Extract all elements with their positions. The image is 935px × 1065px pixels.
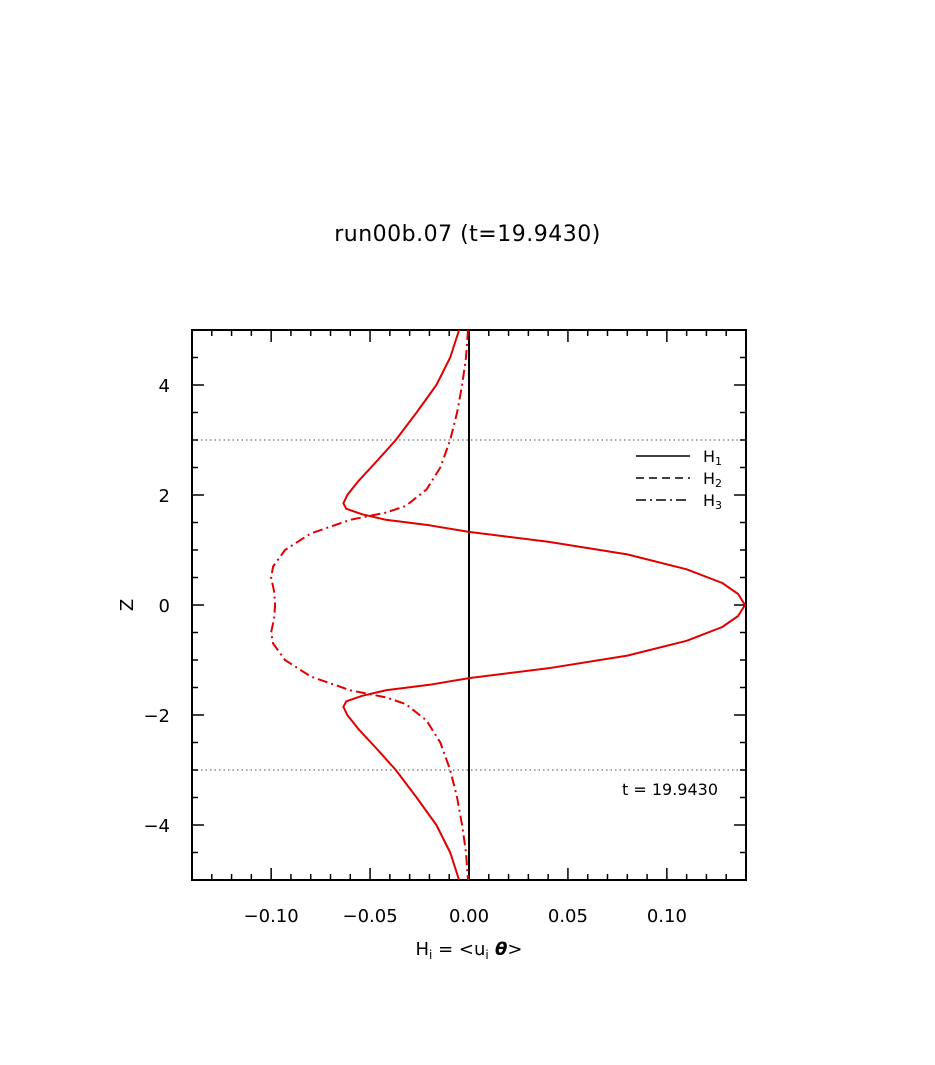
series-line-h1 [342, 329, 746, 881]
x-axis-label: Hi = <ui θ> [416, 939, 523, 962]
y-tick-label: 4 [159, 376, 170, 397]
y-tick-label: −4 [143, 816, 170, 837]
x-tick-label: −0.05 [342, 906, 397, 927]
y-tick-label: 2 [159, 486, 170, 507]
chart-title: run00b.07 (t=19.9430) [334, 222, 601, 247]
x-tick-label: 0.10 [647, 906, 687, 927]
legend-label: H3 [703, 491, 722, 512]
x-tick-label: 0.00 [449, 906, 489, 927]
y-tick-label: −2 [143, 706, 170, 727]
legend-label: H1 [703, 447, 722, 468]
series-line-h3 [270, 329, 469, 881]
legend-label: H2 [703, 469, 722, 490]
y-tick-label: 0 [159, 596, 170, 617]
x-tick-label: 0.05 [548, 906, 588, 927]
y-axis-label: Z [117, 599, 138, 611]
time-annotation: t = 19.9430 [622, 780, 718, 799]
x-tick-label: −0.10 [244, 906, 299, 927]
